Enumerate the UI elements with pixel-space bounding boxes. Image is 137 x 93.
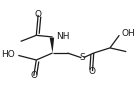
Text: NH: NH (56, 32, 70, 41)
Polygon shape (50, 38, 54, 53)
Text: O: O (89, 67, 96, 76)
Text: OH: OH (122, 29, 136, 38)
Text: HO: HO (1, 50, 15, 59)
Text: O: O (30, 71, 37, 80)
Text: O: O (35, 10, 42, 19)
Text: S: S (80, 53, 85, 62)
